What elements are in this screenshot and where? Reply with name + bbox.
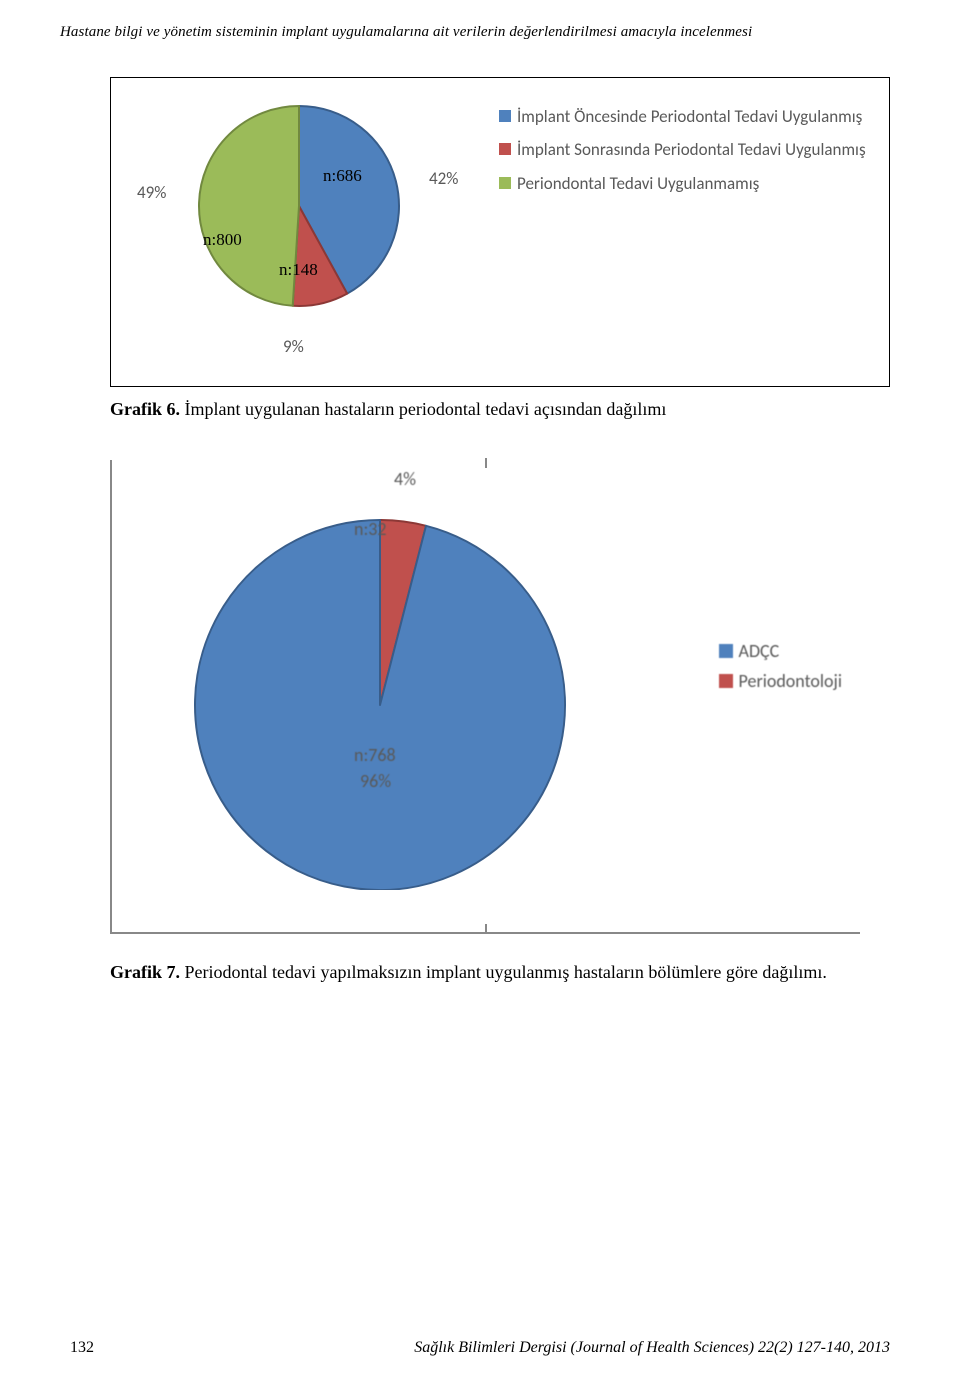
caption-text: İmplant uygulanan hastaların periodontal… <box>180 399 666 419</box>
legend-label: Periondontal Tedavi Uygulanmamış <box>517 173 759 194</box>
legend-swatch-red <box>719 674 733 688</box>
chart2-pie <box>180 490 580 890</box>
chart1-pie <box>189 96 409 316</box>
chart1-pct-red: 9% <box>283 336 304 357</box>
caption-chart2: Grafik 7. Periodontal tedavi yapılmaksız… <box>110 962 890 983</box>
legend-label: Periodontoloji <box>739 670 842 692</box>
chart1-pie-area: 49% 42% 9% n:686 n:148 n:800 <box>129 96 489 356</box>
page-number: 132 <box>70 1339 94 1357</box>
chart1-pct-green: 49% <box>137 182 166 203</box>
chart2-pct-blue: 96% <box>360 770 391 792</box>
chart1-n-green: n:800 <box>203 230 242 250</box>
axis-tick-bottom <box>485 924 487 934</box>
legend-item: İmplant Sonrasında Periodontal Tedavi Uy… <box>499 139 866 160</box>
chart2-legend: ADÇC Periodontoloji <box>719 640 842 700</box>
caption-prefix: Grafik 6. <box>110 399 180 419</box>
legend-item: Periodontoloji <box>719 670 842 692</box>
legend-swatch-green <box>499 177 511 189</box>
chart2-container: 4% n:32 n:768 96% ADÇC Periodontoloji <box>110 460 860 934</box>
legend-item: ADÇC <box>719 640 842 662</box>
caption-prefix: Grafik 7. <box>110 962 180 982</box>
chart2-n-red: n:32 <box>354 518 387 540</box>
caption-text: Periodontal tedavi yapılmaksızın implant… <box>180 962 827 982</box>
legend-swatch-red <box>499 143 511 155</box>
chart1-pct-blue: 42% <box>429 168 458 189</box>
legend-item: İmplant Öncesinde Periodontal Tedavi Uyg… <box>499 106 866 127</box>
legend-swatch-blue <box>719 644 733 658</box>
chart2-n-blue: n:768 <box>354 744 396 766</box>
chart2-pct-red: 4% <box>394 468 416 490</box>
running-head: Hastane bilgi ve yönetim sisteminin impl… <box>0 0 960 49</box>
chart1-container: 49% 42% 9% n:686 n:148 n:800 İmplant Önc… <box>110 77 890 387</box>
caption-chart1: Grafik 6. İmplant uygulanan hastaların p… <box>110 399 890 420</box>
chart1-n-blue: n:686 <box>323 166 362 186</box>
chart1-legend: İmplant Öncesinde Periodontal Tedavi Uyg… <box>499 96 866 206</box>
legend-label: İmplant Öncesinde Periodontal Tedavi Uyg… <box>517 106 862 127</box>
journal-citation: Sağlık Bilimleri Dergisi (Journal of Hea… <box>414 1339 890 1357</box>
legend-label: ADÇC <box>739 640 780 662</box>
legend-item: Periondontal Tedavi Uygulanmamış <box>499 173 866 194</box>
axis-tick-top <box>485 458 487 468</box>
chart1-n-red: n:148 <box>279 260 318 280</box>
legend-swatch-blue <box>499 110 511 122</box>
page-footer: 132 Sağlık Bilimleri Dergisi (Journal of… <box>0 1339 960 1357</box>
legend-label: İmplant Sonrasında Periodontal Tedavi Uy… <box>517 139 866 160</box>
